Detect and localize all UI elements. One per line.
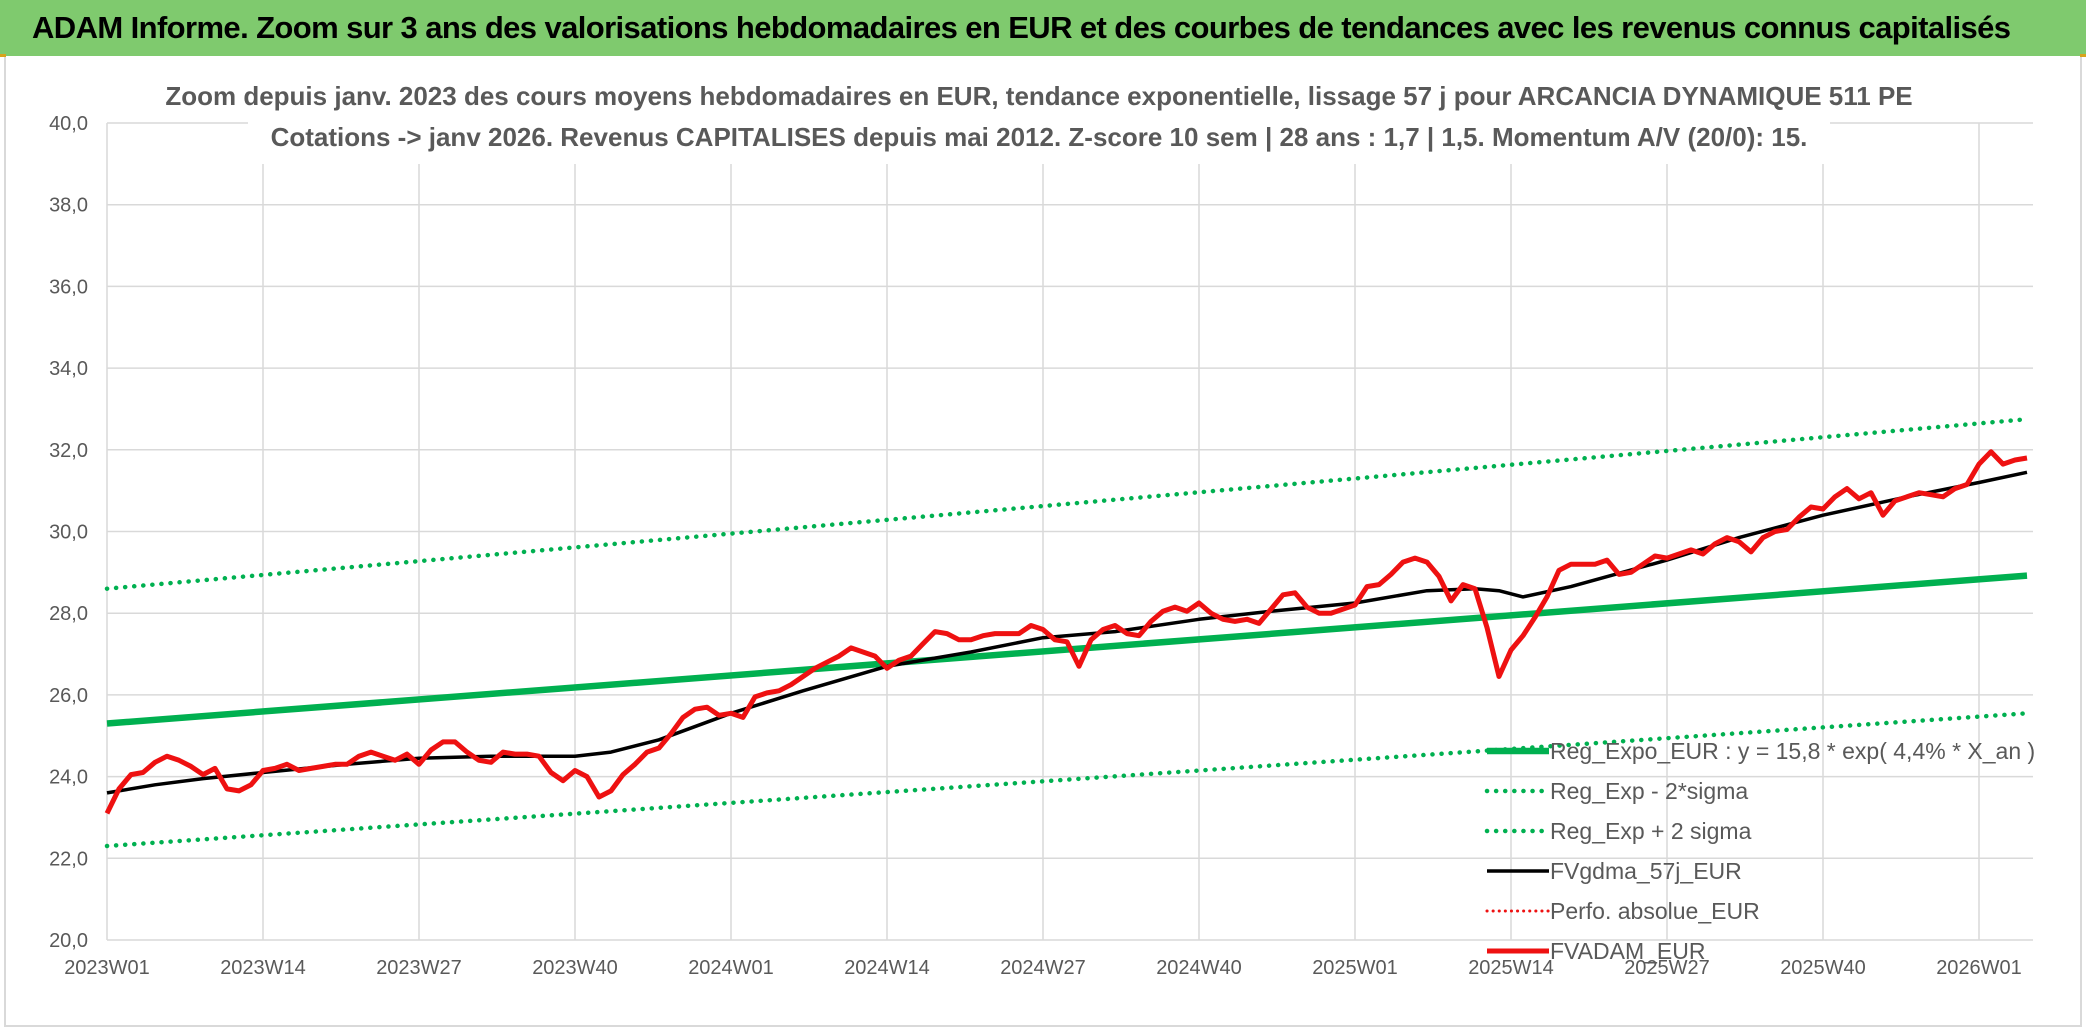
y-tick-label: 34,0	[49, 358, 88, 380]
x-tick-label: 2025W27	[1624, 957, 1710, 979]
chart-title-line-1: Zoom depuis janv. 2023 des cours moyens …	[165, 81, 1912, 111]
y-tick-label: 20,0	[49, 930, 88, 952]
legend-label: FVgdma_57j_EUR	[1550, 858, 1742, 884]
y-tick-label: 26,0	[49, 685, 88, 707]
legend-label: Reg_Exp + 2 sigma	[1550, 818, 1752, 844]
x-tick-label: 2024W01	[688, 957, 774, 979]
x-tick-label: 2026W01	[1936, 957, 2022, 979]
series-line-5	[104, 449, 2028, 815]
chart-title: Zoom depuis janv. 2023 des cours moyens …	[165, 60, 1913, 164]
legend-label: FVADAM_EUR	[1550, 938, 1706, 964]
y-axis-tick-labels: 20,0 22,0 24,0 26,0 28,0 30,0 32,0 34,0 36,0 38,0…	[49, 113, 88, 952]
legend-label: Reg_Exp - 2*sigma	[1550, 778, 1748, 804]
series-line-0	[106, 572, 2028, 727]
series-lines	[104, 416, 2030, 849]
valuation-chart: 20,0 22,0 24,0 26,0 28,0 30,0 32,0 34,0 36,0 38,0…	[49, 60, 2035, 979]
report-title: ADAM Informe. Zoom sur 3 ans des valoris…	[32, 10, 2011, 45]
legend-label: Reg_Expo_EUR : y = 15,8 * exp( 4,4% * X_…	[1550, 738, 2035, 764]
x-tick-label: 2025W40	[1780, 957, 1866, 979]
y-tick-label: 24,0	[49, 767, 88, 789]
x-tick-label: 2024W27	[1000, 957, 1086, 979]
corner-mark-left	[0, 54, 6, 57]
y-tick-label: 40,0	[49, 113, 88, 135]
x-tick-label: 2024W14	[844, 957, 930, 979]
chart-legend: Reg_Expo_EUR : y = 15,8 * exp( 4,4% * X_…	[1484, 738, 2035, 964]
x-tick-label: 2025W01	[1312, 957, 1398, 979]
x-tick-label: 2023W01	[64, 957, 150, 979]
series-line-1	[104, 711, 2030, 849]
y-tick-label: 38,0	[49, 195, 88, 217]
x-tick-label: 2025W14	[1468, 957, 1554, 979]
chart-title-background	[248, 60, 1830, 164]
y-tick-label: 36,0	[49, 276, 88, 298]
x-tick-label: 2024W40	[1156, 957, 1242, 979]
x-axis-tick-labels: 2023W01 2023W14 2023W27 2023W40 2024W01 2024W…	[64, 957, 2022, 979]
chart-title-line-2: Cotations -> janv 2026. Revenus CAPITALI…	[271, 122, 1808, 152]
x-tick-label: 2023W27	[376, 957, 462, 979]
y-tick-label: 32,0	[49, 440, 88, 462]
y-tick-label: 22,0	[49, 848, 88, 870]
x-tick-label: 2023W40	[532, 957, 618, 979]
legend-label: Perfo. absolue_EUR	[1550, 898, 1760, 924]
x-tick-label: 2023W14	[220, 957, 306, 979]
corner-mark-right	[2080, 54, 2086, 57]
series-line-2	[104, 416, 2030, 591]
y-tick-label: 30,0	[49, 522, 88, 544]
y-tick-label: 28,0	[49, 603, 88, 625]
report-banner: ADAM Informe. Zoom sur 3 ans des valoris…	[0, 0, 2086, 56]
chart-frame	[4, 56, 2082, 1027]
